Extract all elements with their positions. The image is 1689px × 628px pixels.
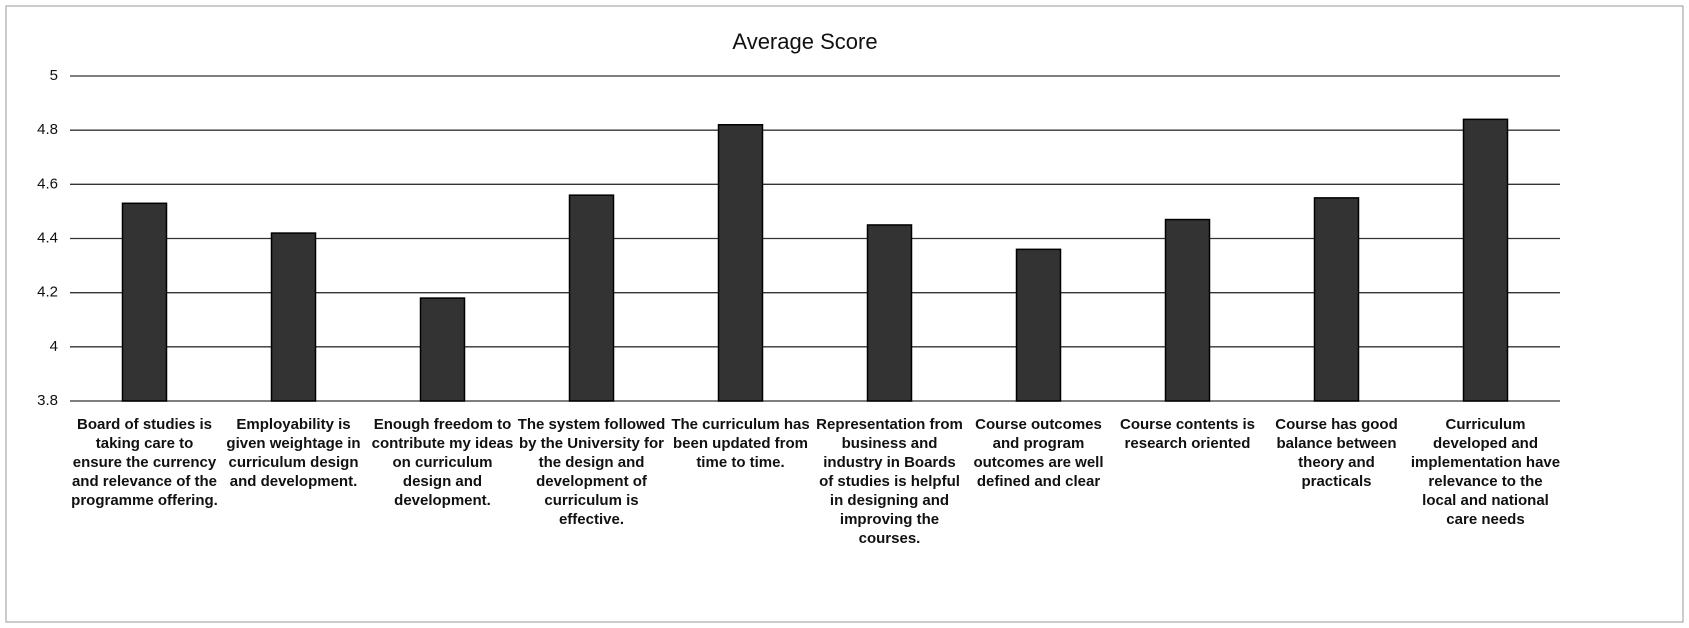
y-tick-label: 4.2 [37, 284, 58, 301]
bar [419, 297, 466, 402]
bar [568, 194, 615, 402]
x-tick-label: Enough freedom to contribute my ideas on… [371, 416, 514, 509]
chart-title: Average Score [732, 29, 877, 54]
x-tick-label: Employability is given weightage in curr… [226, 416, 361, 490]
bar [717, 124, 764, 402]
bar [1015, 248, 1062, 402]
x-tick-label: Curriculum developed and implementation … [1410, 416, 1561, 528]
x-tick-label: Representation from business and industr… [816, 416, 963, 547]
y-tick-label: 5 [50, 67, 58, 84]
bar [1164, 218, 1211, 402]
x-tick-label: Course outcomes and program outcomes are… [973, 416, 1104, 490]
y-tick-label: 4.4 [37, 229, 58, 246]
x-tick-label: Course contents is research oriented [1119, 416, 1256, 452]
bar [270, 232, 317, 402]
bar [1313, 197, 1360, 402]
x-tick-label: Course has good balance between theory a… [1275, 416, 1398, 490]
x-tick-label: Board of studies is taking care to ensur… [71, 416, 218, 509]
bar [866, 224, 913, 402]
x-tick-label: The system followed by the University fo… [517, 416, 666, 528]
y-tick-label: 4.8 [37, 121, 58, 138]
x-tick-label: The curriculum has been updated from tim… [671, 416, 810, 471]
y-tick-label: 3.8 [37, 392, 58, 409]
bar [1462, 118, 1509, 402]
y-tick-label: 4.6 [37, 175, 58, 192]
bar [121, 202, 168, 402]
y-tick-label: 4 [50, 338, 58, 355]
